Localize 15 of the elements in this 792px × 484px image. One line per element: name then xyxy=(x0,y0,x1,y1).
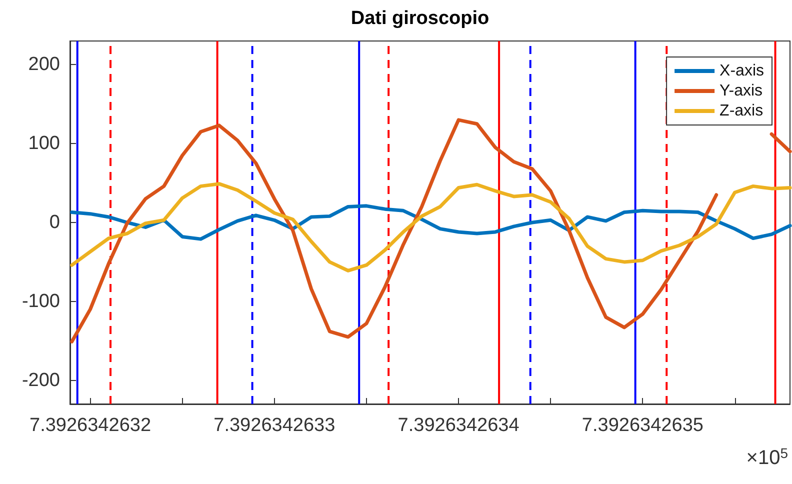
chart-title: Dati giroscopio xyxy=(350,8,490,29)
x-tick-label: 7.3926342635 xyxy=(582,415,704,436)
legend-label: Z-axis xyxy=(720,102,764,120)
y-tick-label: 0 xyxy=(49,212,60,233)
y-tick-label: -100 xyxy=(22,290,60,312)
legend-label: X-axis xyxy=(720,62,764,80)
x-tick-label: 7.3926342632 xyxy=(30,415,152,436)
legend-label: Y-axis xyxy=(720,82,763,100)
x-tick-label: 7.3926342633 xyxy=(214,415,336,436)
x-tick-label: 7.3926342634 xyxy=(398,415,520,436)
y-tick-label: -200 xyxy=(22,370,60,391)
y-tick-label: 100 xyxy=(28,133,60,154)
line-series xyxy=(70,182,792,272)
line-series xyxy=(70,204,792,241)
y-tick-label: 200 xyxy=(28,54,60,76)
